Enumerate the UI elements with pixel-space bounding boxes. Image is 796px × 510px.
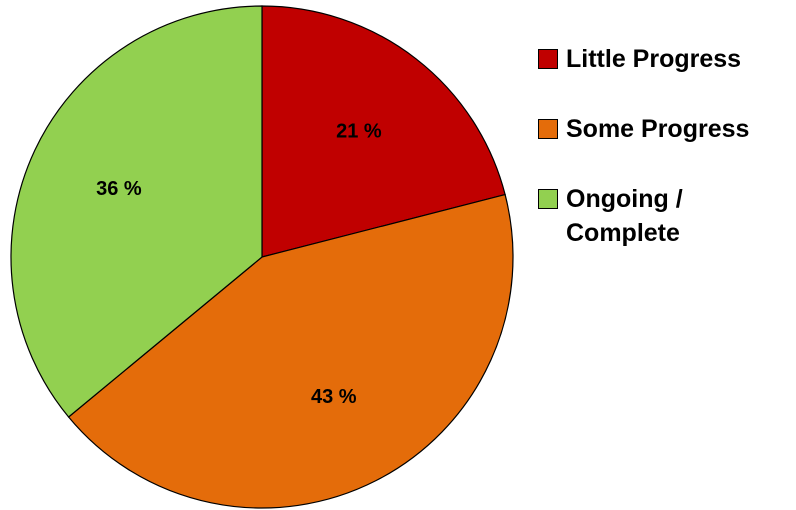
data-label: 43 % [311, 386, 357, 408]
legend: Little Progress Some Progress Ongoing / Co… [538, 42, 793, 286]
legend-label: Some Progress [566, 115, 750, 143]
pie-slice [67, 193, 514, 509]
legend-item: Ongoing / Complete [538, 182, 793, 250]
legend-swatch [538, 189, 558, 209]
data-label: 36 % [96, 178, 142, 200]
legend-swatch [538, 119, 558, 139]
pie-slice [10, 5, 263, 418]
legend-swatch [538, 49, 558, 69]
legend-item: Little Progress [538, 42, 793, 76]
data-label: 21 % [336, 120, 382, 142]
legend-label: Little Progress [566, 45, 742, 73]
pie-slice [261, 5, 506, 258]
legend-item: Some Progress [538, 112, 793, 146]
legend-label: Ongoing / Complete [566, 185, 683, 247]
